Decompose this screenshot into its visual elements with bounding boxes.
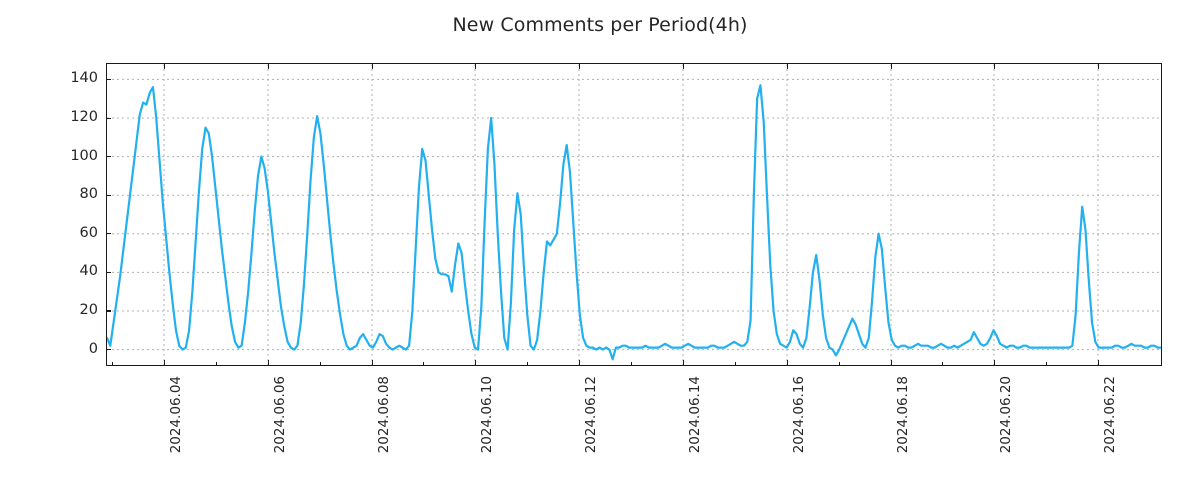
x-axis-tickmark-major: [786, 360, 788, 366]
x-axis-tickmark-minor: [319, 362, 321, 366]
data-series-group: [107, 84, 1161, 361]
y-axis-tickmark: [106, 271, 111, 274]
y-axis-tickmark: [106, 78, 111, 81]
grid-lines: [107, 64, 1161, 365]
y-axis-tick-label: 40: [79, 263, 98, 280]
x-axis-tickmark-major: [474, 360, 476, 366]
x-axis-tickmark-major: [682, 360, 684, 366]
x-axis-tickmark-minor: [111, 362, 113, 366]
x-axis-tickmark-top: [267, 63, 269, 69]
x-axis-tickmark-top: [163, 63, 165, 69]
y-axis-tick-labels: 0 20 40 60 80 100 120 140: [58, 0, 98, 500]
x-axis-tick-label: 2024.06.06: [272, 376, 288, 454]
y-axis-tickmark: [106, 156, 111, 158]
x-axis-tick-label: 2024.06.10: [479, 376, 495, 454]
x-axis-tickmark-major: [371, 360, 373, 366]
x-axis-tickmark-minor: [526, 362, 528, 366]
y-axis-tickmark: [106, 349, 111, 351]
x-axis-tick-label: 2024.06.14: [687, 376, 703, 454]
x-axis-tickmark-top: [371, 63, 373, 69]
y-axis-tick-label: 60: [79, 224, 98, 241]
x-axis-tick-labels: 2024.06.04 2024.06.06 2024.06.08 2024.06.10…: [0, 376, 1200, 496]
y-axis-tick-label: 20: [79, 301, 98, 318]
x-axis-tickmark-top: [993, 63, 995, 69]
x-axis-tickmark-top: [578, 63, 580, 69]
chart-title: New Comments per Period(4h): [452, 14, 748, 36]
x-axis-tickmark-minor: [1045, 362, 1047, 366]
series-plot: [107, 64, 1161, 365]
x-axis-tick-label: 2024.06.22: [1102, 376, 1118, 454]
x-axis-tickmark-top: [474, 63, 476, 69]
x-axis-tickmark-minor: [423, 362, 425, 366]
y-axis-tick-label: 120: [70, 109, 98, 126]
y-axis-tick-label: 0: [88, 340, 98, 357]
series-line: [107, 84, 1161, 361]
y-axis-tick-label: 100: [70, 147, 98, 164]
x-axis-tickmark-top: [890, 63, 892, 69]
x-axis-tickmark-major: [163, 360, 165, 366]
x-axis-tick-label: 2024.06.20: [998, 376, 1014, 454]
x-axis-tickmark-top: [786, 63, 788, 69]
y-axis-tick-label: 140: [70, 70, 98, 87]
y-axis-tickmark: [106, 194, 111, 196]
x-axis-tick-label: 2024.06.12: [583, 376, 599, 454]
x-axis-tickmark-minor: [734, 362, 736, 366]
x-axis-tickmark-minor: [630, 362, 632, 366]
x-axis-tickmark-major: [890, 360, 892, 366]
x-axis-tick-label: 2024.06.18: [895, 376, 911, 454]
x-axis-tick-label: 2024.06.08: [376, 376, 392, 454]
x-axis-tickmark-major: [267, 360, 269, 366]
y-axis-tickmark: [106, 233, 111, 235]
y-axis-tick-label: 80: [79, 186, 98, 203]
x-axis-tickmark-top: [1097, 63, 1099, 69]
x-axis-tickmark-top: [682, 63, 684, 69]
x-axis-tickmark-minor: [942, 362, 944, 366]
x-axis-tickmark-minor: [215, 362, 217, 366]
x-axis-tick-label: 2024.06.16: [791, 376, 807, 454]
plot-area: [106, 63, 1162, 366]
y-axis-tickmark: [106, 310, 111, 312]
x-axis-tickmark-major: [1097, 360, 1099, 366]
x-axis-tickmark-major: [993, 360, 995, 366]
x-axis-tickmark-major: [578, 360, 580, 366]
y-axis-tickmark: [106, 117, 111, 119]
x-axis-tick-label: 2024.06.04: [168, 376, 184, 454]
x-axis-tickmark-minor: [838, 362, 840, 366]
